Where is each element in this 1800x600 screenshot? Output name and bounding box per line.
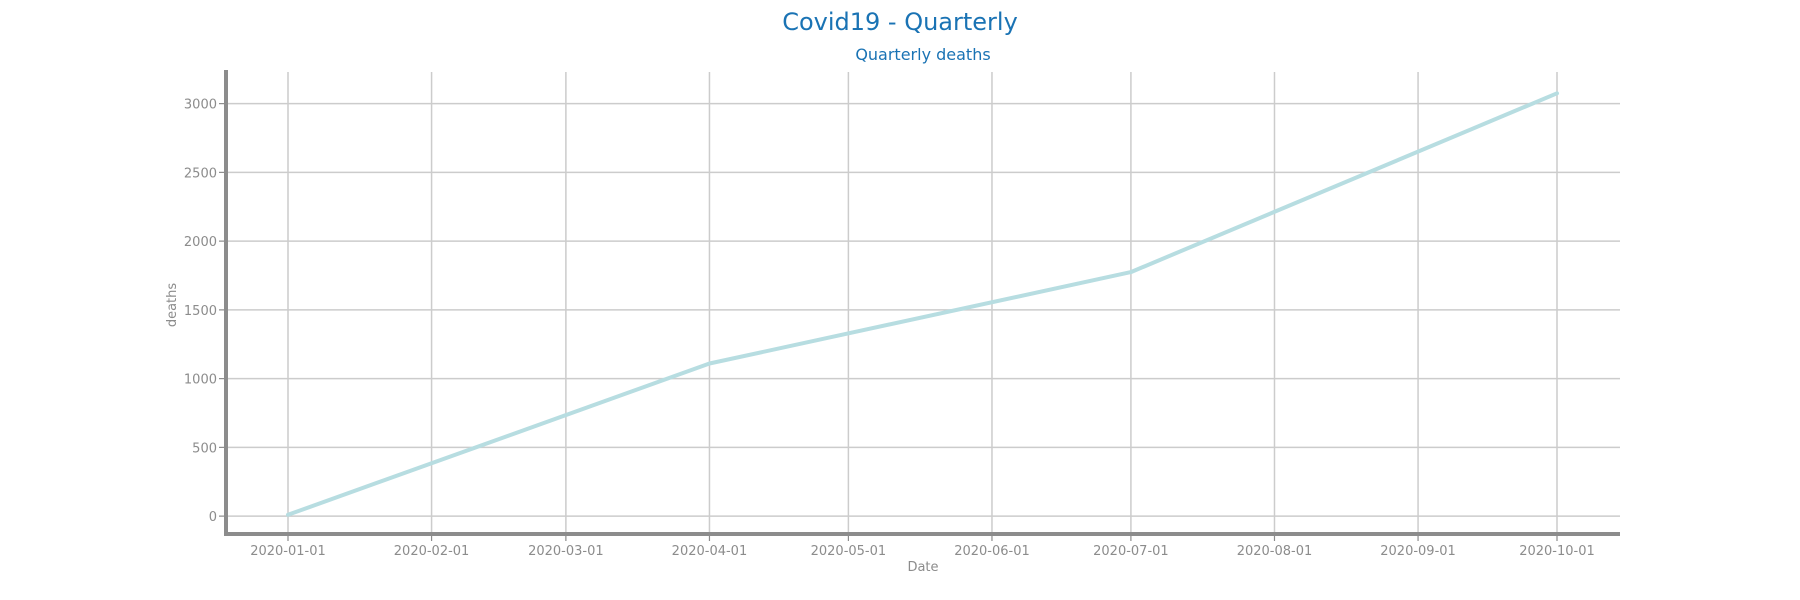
grid	[226, 72, 1620, 534]
series-line	[286, 91, 1559, 517]
tick-labels: 2020-01-01 2020-02-01 2020-03-01 2020-04-01…	[184, 98, 1595, 559]
x-tick-label: 2020-05-01	[811, 544, 887, 559]
x-tick-label: 2020-04-01	[672, 544, 748, 559]
y-tick-label: 2000	[184, 235, 217, 250]
x-tick-label: 2020-06-01	[954, 544, 1030, 559]
series-layer	[286, 91, 1559, 517]
axes	[219, 70, 1620, 541]
x-tick-label: 2020-08-01	[1237, 544, 1313, 559]
x-tick-label: 2020-07-01	[1093, 544, 1169, 559]
chart-subtitle: Quarterly deaths	[855, 45, 990, 64]
y-axis-title: deaths	[165, 283, 180, 328]
chart-title: Covid19 - Quarterly	[782, 8, 1018, 36]
x-axis-title: Date	[907, 560, 938, 575]
x-tick-label: 2020-01-01	[250, 544, 326, 559]
x-tick-label: 2020-09-01	[1380, 544, 1456, 559]
y-tick-label: 1000	[184, 373, 217, 388]
y-tick-label: 500	[192, 441, 217, 456]
x-tick-label: 2020-03-01	[528, 544, 604, 559]
y-tick-label: 1500	[184, 304, 217, 319]
y-tick-label: 2500	[184, 166, 217, 181]
x-tick-label: 2020-02-01	[394, 544, 470, 559]
y-tick-label: 3000	[184, 98, 217, 113]
y-tick-label: 0	[209, 510, 217, 525]
x-tick-label: 2020-10-01	[1519, 544, 1595, 559]
